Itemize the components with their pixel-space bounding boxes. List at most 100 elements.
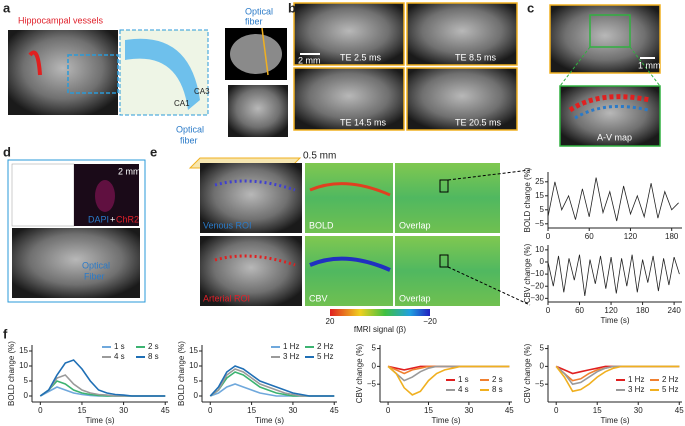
scale-label: 1 mm: [638, 60, 661, 70]
legend-label: 5 Hz: [317, 352, 333, 361]
legend-label: 3 Hz: [628, 385, 644, 394]
x-tick-label: 15: [247, 406, 256, 415]
te-label: TE 20.5 ms: [455, 117, 502, 127]
series-line: [547, 254, 680, 296]
x-tick-label: 15: [78, 406, 87, 415]
label: CBV: [309, 293, 328, 303]
series-line: [555, 365, 680, 393]
legend-label: 8 s: [148, 352, 159, 361]
legend-label: 3 Hz: [283, 352, 299, 361]
y-axis-label: CBV change (%): [355, 343, 364, 403]
x-tick-label: 0: [546, 306, 551, 315]
label: fiber: [245, 16, 263, 26]
y-tick-label: 0: [540, 361, 545, 370]
y-tick-label: 0: [24, 391, 29, 400]
y-tick-label: 5: [540, 205, 545, 214]
y-tick-label: 15: [189, 346, 198, 355]
y-tick-label: 0: [540, 257, 545, 266]
label: Venous ROI: [203, 220, 252, 230]
x-tick-label: 15: [424, 406, 433, 415]
y-tick-label: 5: [372, 344, 377, 353]
x-tick-label: 60: [585, 232, 594, 241]
legend-label: 2 Hz: [662, 375, 678, 384]
y-tick-label: −5: [535, 219, 545, 228]
y-tick-label: 0: [372, 361, 377, 370]
label: +: [110, 214, 115, 224]
figure-texts: a b c d e f Hippocampal vessels CA1 CA3 …: [3, 0, 661, 341]
y-axis-label: CBV change (%): [523, 243, 532, 303]
legend-label: 1 Hz: [628, 375, 644, 384]
y-axis-label: BOLD change (%): [177, 341, 186, 406]
panel-images: [7, 2, 661, 316]
panel-label: e: [150, 144, 157, 159]
te-label: TE 14.5 ms: [340, 117, 387, 127]
panel-label: d: [3, 144, 11, 159]
y-axis-label: BOLD change (%): [523, 167, 532, 232]
x-tick-label: 120: [624, 232, 638, 241]
legend-label: 2 s: [492, 375, 503, 384]
series-line: [209, 365, 335, 397]
label: ChR2: [116, 214, 139, 224]
legend-label: 1 Hz: [283, 342, 299, 351]
y-tick-label: 5: [540, 344, 545, 353]
x-tick-label: 15: [593, 406, 602, 415]
panel-label: b: [288, 0, 296, 15]
x-axis-label: Time (s): [600, 416, 629, 425]
legend-label: 2 Hz: [317, 342, 333, 351]
colorbar-title: fMRI signal (β): [354, 325, 407, 334]
x-axis-label: Time (s): [600, 316, 629, 325]
te-label: TE 2.5 ms: [340, 52, 382, 62]
label: Optical: [82, 260, 110, 270]
label: Arterial ROI: [203, 293, 250, 303]
x-tick-label: 30: [634, 406, 643, 415]
x-tick-label: 0: [38, 406, 43, 415]
x-tick-label: 0: [386, 406, 391, 415]
colorbar-label: 20: [326, 317, 335, 326]
y-tick-label: 5: [194, 376, 199, 385]
y-tick-label: 0: [194, 391, 199, 400]
x-tick-label: 0: [208, 406, 213, 415]
series-line: [39, 374, 166, 397]
label: CA1: [174, 99, 190, 108]
y-tick-label: 5: [24, 376, 29, 385]
panel-label: f: [3, 326, 8, 341]
y-axis-label: CBV change (%): [523, 343, 532, 403]
y-tick-label: 10: [535, 245, 544, 254]
x-tick-label: 45: [675, 406, 684, 415]
label: A-V map: [597, 132, 632, 142]
y-tick-label: 10: [19, 361, 28, 370]
x-tick-label: 0: [546, 232, 551, 241]
series-line: [387, 365, 510, 396]
legend-label: 1 s: [114, 342, 125, 351]
x-tick-label: 0: [554, 406, 559, 415]
x-axis-label: Time (s): [85, 416, 114, 425]
x-tick-label: 60: [575, 306, 584, 315]
x-tick-label: 30: [464, 406, 473, 415]
x-axis-label: Time (s): [255, 416, 284, 425]
legend-label: 1 s: [458, 375, 469, 384]
x-tick-label: 45: [330, 406, 339, 415]
y-tick-label: 15: [19, 346, 28, 355]
label: Optical: [176, 124, 204, 134]
te-label: TE 8.5 ms: [455, 52, 497, 62]
legend-label: 4 s: [114, 352, 125, 361]
y-tick-label: −10: [530, 269, 544, 278]
series-line: [555, 365, 680, 386]
x-tick-label: 30: [119, 406, 128, 415]
scale-label: 2 mm: [298, 55, 321, 65]
x-tick-label: 120: [604, 306, 618, 315]
x-tick-label: 30: [288, 406, 297, 415]
label: fiber: [180, 135, 198, 145]
y-tick-label: −5: [535, 379, 545, 388]
label: Fiber: [84, 271, 105, 281]
y-tick-label: −20: [530, 281, 544, 290]
series-line: [209, 371, 335, 397]
legend-label: 5 Hz: [662, 385, 678, 394]
y-tick-label: −30: [530, 293, 544, 302]
legend-label: 2 s: [148, 342, 159, 351]
label: Optical: [245, 6, 273, 16]
legend-label: 8 s: [492, 385, 503, 394]
legend-label: 4 s: [458, 385, 469, 394]
colorbar-label: −20: [423, 317, 437, 326]
